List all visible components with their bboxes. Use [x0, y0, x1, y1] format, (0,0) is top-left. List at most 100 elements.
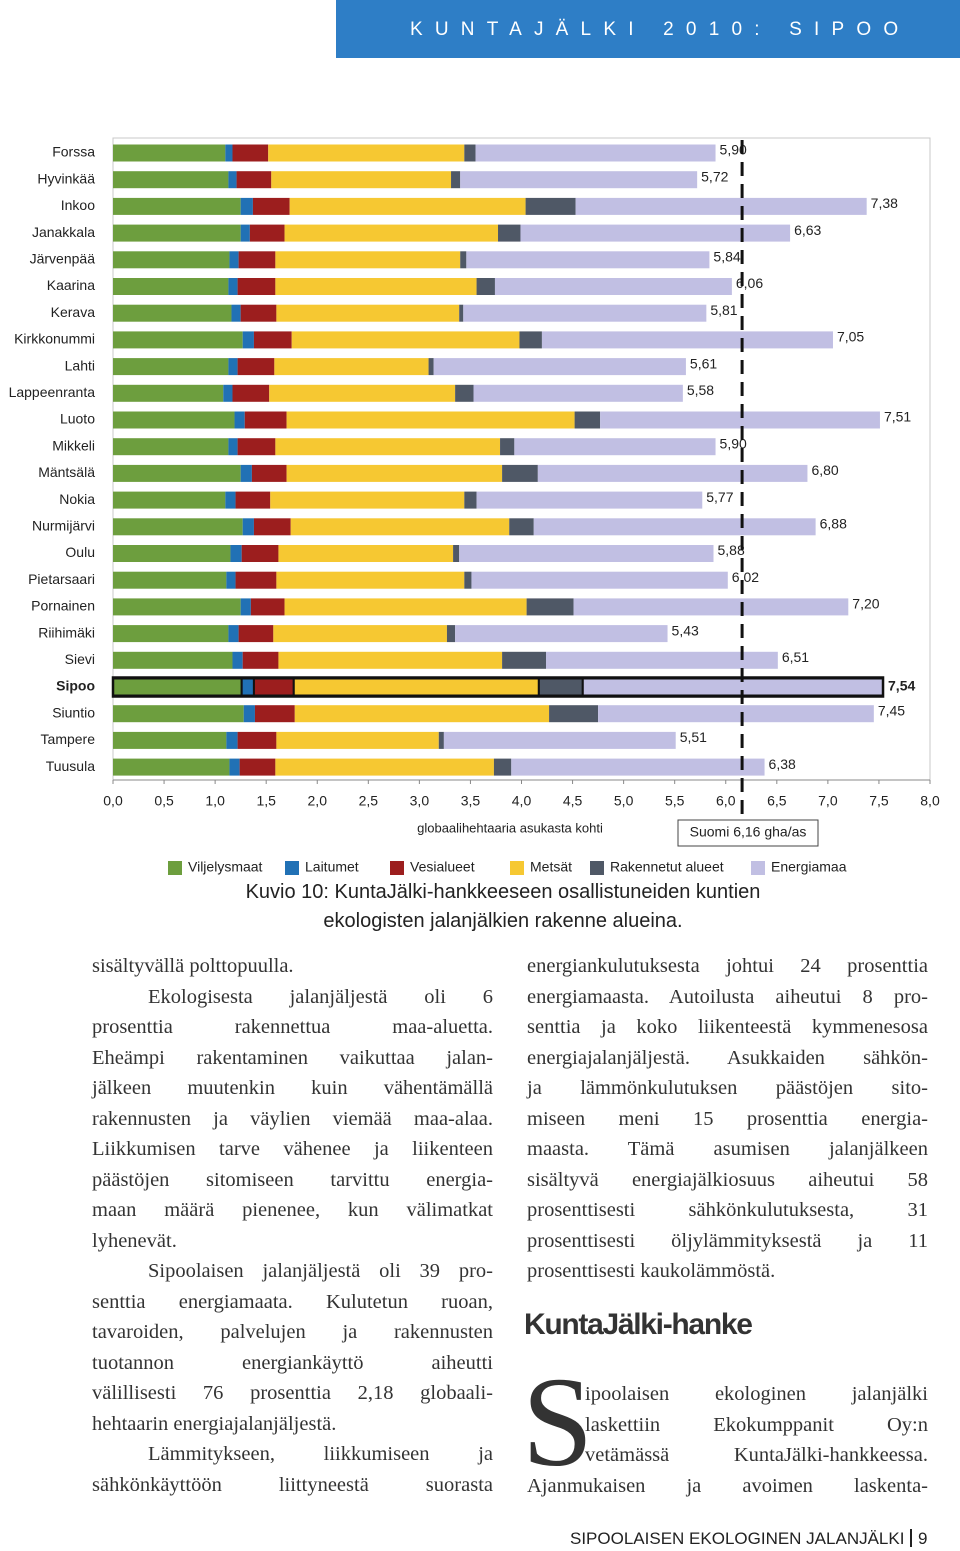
bar-segment	[226, 571, 236, 589]
bar-segment	[451, 171, 461, 189]
text-line: laskettiin Ekokumppanit Oy:n	[585, 1413, 928, 1436]
bar-segment	[113, 731, 227, 749]
reference-label: Suomi 6,16 gha/as	[690, 824, 807, 840]
bar-segment	[275, 251, 461, 269]
bar-segment	[533, 518, 816, 536]
bar-segment	[113, 705, 244, 723]
bar-segment	[237, 731, 277, 749]
y-tick-label: Lahti	[65, 357, 95, 373]
header-bar: KUNTAJÄLKI 2010: SIPOO	[336, 0, 960, 58]
total-label: 5,81	[710, 302, 737, 318]
text-line: tavaroiden, palvelujen ja rakennusten	[92, 1321, 493, 1343]
y-tick-label: Oulu	[65, 544, 95, 560]
text-line: jälkeen muutenkin kuin vähentämällä	[92, 1077, 493, 1099]
bar-segment	[113, 278, 229, 295]
chart: 0,0 0,5 1,0 1,5 2,0 2,5 3,0 3,5 4,0 4,5 5,0 5,5 6,0 6…	[9, 137, 940, 875]
bar-segment	[473, 384, 683, 402]
bar-segment	[541, 331, 833, 349]
legend-label: Viljelysmaat	[188, 859, 263, 875]
bar-segment	[274, 358, 429, 376]
text-line: senttia energiamaata. Kulutetun ruoan,	[92, 1290, 493, 1313]
bar-segment	[226, 731, 238, 749]
bar-segment	[113, 251, 230, 269]
bar-segment	[241, 545, 279, 562]
bar-segment	[113, 651, 233, 669]
bar-segment	[453, 545, 460, 562]
bar-segment	[113, 464, 241, 482]
bar-segment	[238, 625, 274, 643]
bar-segment	[476, 278, 495, 295]
x-tick-label: 4,0	[512, 793, 532, 809]
bar-segment	[525, 197, 576, 215]
bar-segment	[455, 384, 474, 402]
total-label: 5,90	[720, 142, 747, 158]
bar-segment	[234, 411, 245, 429]
y-tick-label: Luoto	[60, 411, 95, 427]
legend-swatch	[590, 861, 604, 875]
bar-segment	[291, 331, 520, 349]
footer-separator	[910, 1529, 912, 1547]
y-tick-label: Mäntsälä	[38, 464, 95, 480]
bar-segment	[460, 171, 698, 189]
x-tick-label: 3,0	[410, 793, 430, 809]
drop-cap: S	[522, 1351, 594, 1493]
total-label: 5,77	[706, 489, 733, 505]
x-tick-label: 7,0	[818, 793, 838, 809]
text-line: senttia ja koko liikenteestä kymmenesosa	[527, 1016, 928, 1038]
bar-segment	[270, 491, 465, 509]
text-line: Sipoolaisen jalanjäljestä oli 39 pro-	[148, 1260, 493, 1282]
bar-segment	[228, 278, 238, 295]
bar-segment	[113, 545, 231, 562]
bar-segment	[275, 278, 477, 295]
x-tick-label: 6,5	[767, 793, 787, 809]
bar-segment	[500, 438, 515, 456]
total-label: 7,38	[871, 195, 898, 211]
bar-segment	[286, 411, 575, 429]
bar-segment	[575, 197, 867, 215]
bar-segment	[502, 651, 547, 669]
bar-segment	[537, 677, 584, 697]
bar-segment	[455, 625, 668, 643]
bar-segment	[278, 545, 454, 562]
bar-segment	[242, 518, 254, 536]
bar-segment	[225, 144, 233, 162]
text-line: hehtaarin energiajalanjäljestä.	[92, 1412, 337, 1435]
bar-segment	[113, 625, 229, 643]
bar-segment	[113, 491, 226, 509]
total-label: 5,43	[672, 622, 699, 638]
bar-segment	[581, 677, 885, 697]
header-title: KUNTAJÄLKI 2010: SIPOO	[410, 19, 911, 40]
y-tick-label: Forssa	[52, 144, 95, 160]
text-line: energiajalanjäljestä. Asukkaiden sähkön-	[527, 1046, 928, 1069]
y-tick-label: Inkoo	[61, 197, 95, 213]
total-label: 5,84	[713, 249, 740, 265]
text-line: lyhenevät.	[92, 1229, 177, 1252]
bar-segment	[574, 411, 601, 429]
bar-segment	[240, 464, 252, 482]
y-tick-label: Sievi	[65, 651, 95, 667]
total-label: 6,06	[736, 275, 763, 291]
legend-swatch	[168, 861, 182, 875]
bar-segment	[286, 464, 503, 482]
bar-segment	[113, 358, 229, 376]
text-line: prosenttisesti sähkönkulutuksesta, 31	[527, 1199, 928, 1221]
bar-segment	[276, 571, 465, 589]
y-tick-label: Siuntio	[52, 704, 95, 720]
reference-box	[677, 819, 819, 847]
bar-segment	[236, 171, 272, 189]
bar-segment	[446, 625, 456, 643]
text-line: Ekologisesta jalanjäljestä oli 6	[148, 985, 493, 1008]
bar-segment	[549, 705, 599, 723]
x-tick-label: 3,5	[461, 793, 481, 809]
bar-segment	[254, 705, 295, 723]
bar-segment	[537, 464, 808, 482]
bar-segment	[284, 598, 527, 616]
bar-segment	[237, 438, 276, 456]
legend-swatch	[285, 861, 299, 875]
bar-segment	[433, 358, 686, 376]
bar-segment	[276, 304, 460, 322]
y-tick-label: Lappeenranta	[9, 384, 96, 400]
bar-segment	[463, 304, 707, 322]
bar-segment	[113, 384, 224, 402]
